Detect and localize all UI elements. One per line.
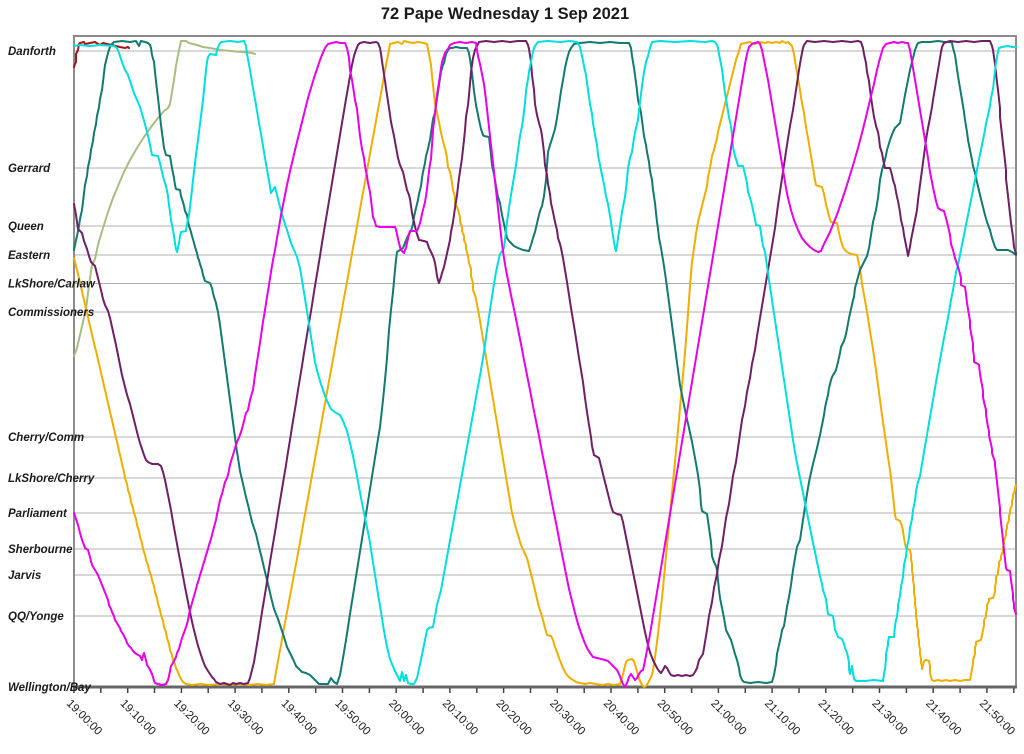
svg-text:Cherry/Comm: Cherry/Comm <box>8 432 84 444</box>
svg-text:72 Pape Wednesday 1 Sep 2021: 72 Pape Wednesday 1 Sep 2021 <box>381 5 629 23</box>
svg-text:Wellington/Bay: Wellington/Bay <box>8 682 91 694</box>
svg-text:LkShore/Carlaw: LkShore/Carlaw <box>8 279 96 291</box>
svg-text:LkShore/Cherry: LkShore/Cherry <box>8 473 95 485</box>
svg-text:Jarvis: Jarvis <box>8 570 41 582</box>
svg-text:Queen: Queen <box>8 221 44 233</box>
svg-text:QQ/Yonge: QQ/Yonge <box>8 611 64 623</box>
svg-text:Commissioners: Commissioners <box>8 307 94 319</box>
svg-text:Gerrard: Gerrard <box>8 163 51 175</box>
svg-text:Danforth: Danforth <box>8 46 56 58</box>
svg-text:Parliament: Parliament <box>8 508 68 520</box>
svg-text:Sherbourne: Sherbourne <box>8 544 73 556</box>
svg-text:Eastern: Eastern <box>8 250 50 262</box>
